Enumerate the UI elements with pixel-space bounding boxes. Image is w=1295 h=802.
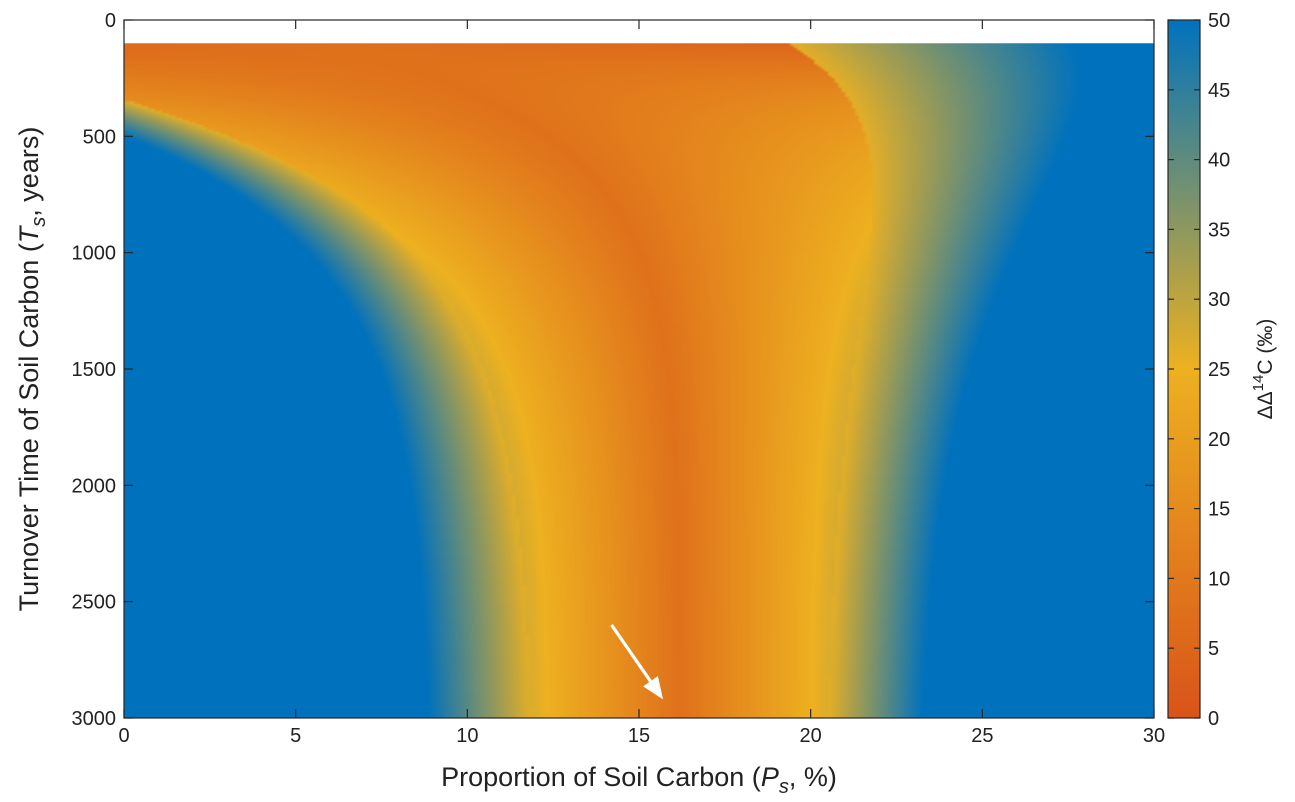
annotation-arrow-head [643,676,664,700]
y-axis-ticks: 0 500 1000 1500 2000 2500 3000 [72,10,1154,730]
colorbar-tick-label: 15 [1208,499,1230,521]
colorbar-tick-label: 45 [1208,80,1230,102]
x-tick-label: 5 [290,725,301,747]
y-tick-label: 0 [105,10,116,32]
plot-area: 0 5 10 15 20 25 30 0 500 1000 1500 2000 2500 3000 [72,10,1166,747]
annotation-arrow [610,624,664,700]
colorbar-tick-label: 40 [1208,150,1230,172]
colorbar-tick-label: 30 [1208,289,1230,311]
colorbar-tick-label: 25 [1208,359,1230,381]
colorbar-tick-label: 35 [1208,219,1230,241]
y-axis-label-subscript: s [28,217,50,227]
colorbar-label-superscript: 14 [1250,375,1267,392]
colorbar-label: ΔΔ14C (‰) [1250,319,1277,420]
x-axis-label-tail: , %) [789,762,837,792]
y-tick-label: 3000 [72,708,117,730]
colorbar-tick-label: 10 [1208,568,1230,590]
y-tick-label: 1000 [72,243,117,265]
y-axis-label-symbol: T [14,224,44,243]
colorbar-ticks: 0 5 10 15 20 25 30 35 40 45 50 [1168,10,1230,730]
x-axis-label-symbol: P [761,762,779,792]
colorbar-tick-label: 50 [1208,10,1230,32]
x-tick-label: 15 [628,725,650,747]
colorbar-label-prefix: ΔΔ [1254,391,1277,419]
x-axis-label: Proportion of Soil Carbon (Ps, %) [441,762,837,798]
y-tick-label: 2500 [72,592,117,614]
x-tick-label: 20 [800,725,822,747]
colorbar-label-tail: C (‰) [1254,319,1277,375]
colorbar-tick-label: 5 [1208,638,1219,660]
x-tick-label: 0 [118,725,129,747]
y-axis-label: Turnover Time of Soil Carbon (Ts, years) [14,127,50,612]
x-axis-ticks: 0 5 10 15 20 25 30 [118,20,1165,747]
x-axis-label-main: Proportion of Soil Carbon ( [441,762,761,792]
x-tick-label: 25 [971,725,993,747]
annotation-arrow-shaft [610,624,652,683]
colorbar-tick-label: 20 [1208,429,1230,451]
colorbar: 0 5 10 15 20 25 30 35 40 45 50 ΔΔ14C (‰) [1167,10,1277,730]
heatmap-image [124,43,1154,719]
y-axis-label-main: Turnover Time of Soil Carbon ( [14,243,44,611]
y-axis-label-tail: , years) [14,127,44,217]
y-tick-label: 1500 [72,359,117,381]
x-tick-label: 30 [1143,725,1165,747]
y-tick-label: 2000 [72,475,117,497]
x-tick-label: 10 [456,725,478,747]
colorbar-tick-label: 0 [1208,708,1219,730]
x-axis-label-subscript: s [779,776,789,798]
y-tick-label: 500 [83,126,116,148]
